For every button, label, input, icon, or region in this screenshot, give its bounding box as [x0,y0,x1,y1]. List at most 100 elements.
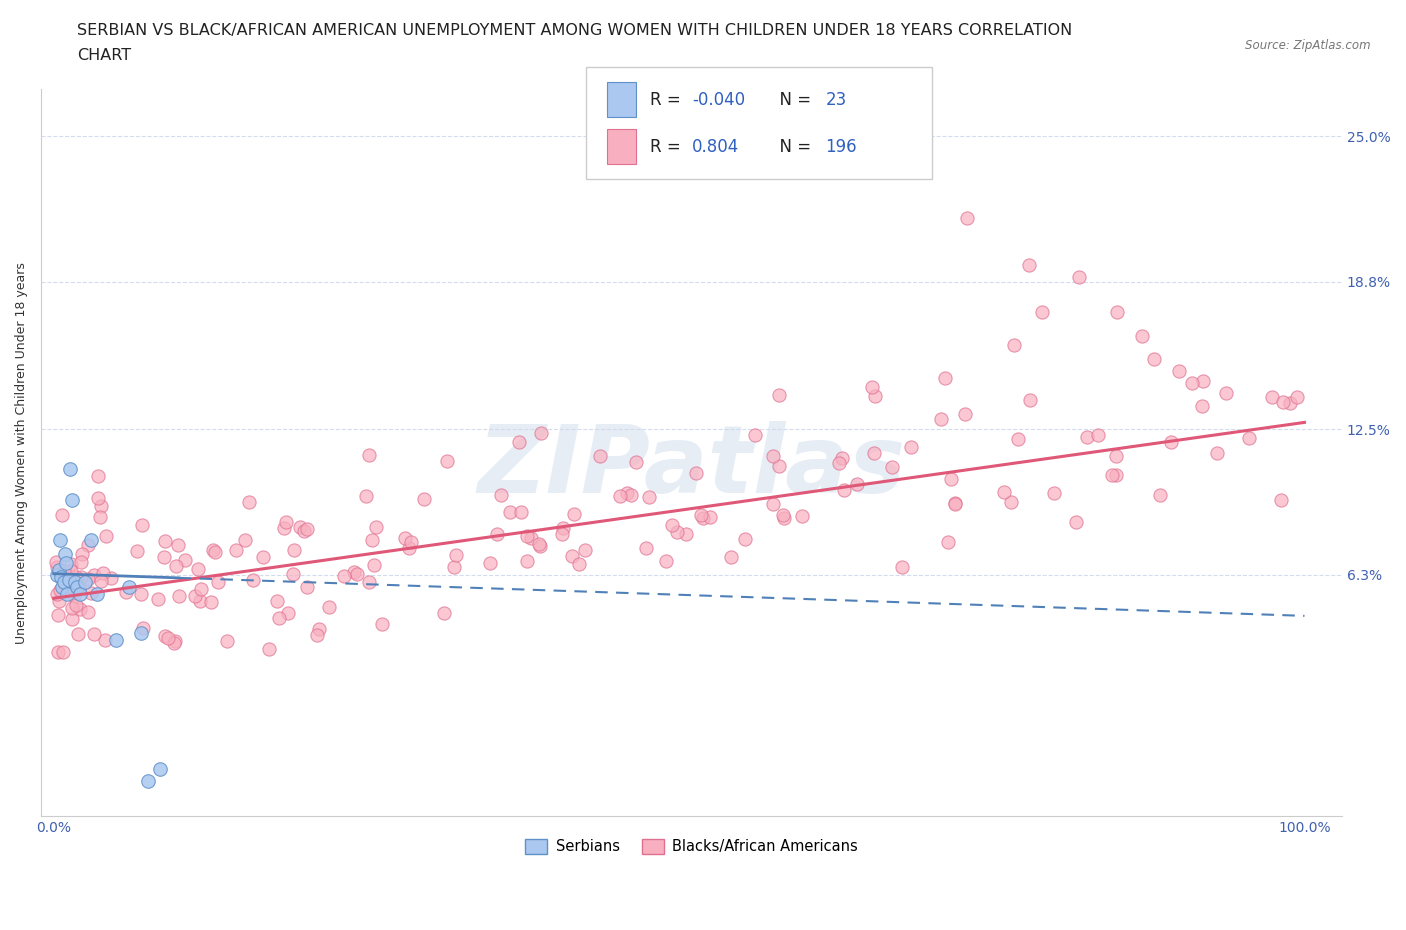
Point [52,644,75,659]
Point [86,586,108,601]
Point [69,570,91,585]
Point [65,598,87,613]
Text: N =: N = [769,138,817,155]
Point [433,605,456,620]
Point [934,370,956,385]
Point [768,388,790,403]
Point [51,570,73,585]
Point [90,498,112,513]
Point [80,532,103,547]
Point [48,563,70,578]
Point [58,572,80,587]
Point [83,567,105,582]
Point [831,451,853,466]
Point [561,549,583,564]
Point [297,579,319,594]
Point [53,564,76,578]
Point [363,557,385,572]
Point [945,497,967,512]
Point [485,526,508,541]
Point [413,491,436,506]
Point [768,458,790,473]
Point [1168,364,1191,379]
Point [307,628,329,643]
Point [114,584,136,599]
Point [436,454,458,469]
Point [238,495,260,510]
Point [69,586,91,601]
Point [90,574,112,589]
Point [527,537,550,551]
Point [499,504,522,519]
Point [357,575,380,590]
Point [685,466,707,481]
Point [100,571,122,586]
Point [51,507,73,522]
Point [56,586,79,601]
Point [900,439,922,454]
Point [1270,493,1292,508]
Point [51,579,73,594]
Point [63,589,86,604]
Text: Source: ZipAtlas.com: Source: ZipAtlas.com [1246,39,1371,52]
Point [73,575,96,590]
Point [354,488,377,503]
Point [692,511,714,525]
Point [308,621,330,636]
Point [167,589,190,604]
Point [188,593,211,608]
Point [166,538,188,552]
Point [266,594,288,609]
Text: R =: R = [650,91,686,109]
Point [131,518,153,533]
Point [87,491,110,506]
Point [773,511,796,525]
Legend: Serbians, Blacks/African Americans: Serbians, Blacks/African Americans [519,833,863,860]
Point [49,532,72,547]
Point [53,581,76,596]
Point [1271,394,1294,409]
Y-axis label: Unemployment Among Women with Children Under 18 years: Unemployment Among Women with Children U… [15,262,28,644]
Point [1104,448,1126,463]
Point [105,633,128,648]
Point [157,631,180,645]
Point [318,599,340,614]
Point [66,579,89,594]
Point [187,561,209,576]
Point [1018,258,1040,272]
Point [252,550,274,565]
Point [153,550,176,565]
Point [163,636,186,651]
Point [165,558,187,573]
Point [129,626,152,641]
Point [46,608,69,623]
Point [624,455,647,470]
Point [184,589,207,604]
Point [1076,430,1098,445]
Point [929,411,952,426]
Point [48,593,70,608]
Point [225,542,247,557]
Point [1000,495,1022,510]
Point [283,542,305,557]
Text: N =: N = [769,91,817,109]
Point [574,542,596,557]
Point [70,554,93,569]
Point [273,520,295,535]
Point [734,532,756,547]
Point [132,620,155,635]
Point [1087,428,1109,443]
Point [1069,270,1091,285]
Point [1101,467,1123,482]
Point [70,547,93,562]
Point [1143,352,1166,366]
Point [880,459,903,474]
Point [508,434,530,449]
Point [46,567,69,582]
Point [1206,445,1229,460]
Point [1007,432,1029,447]
Point [155,629,177,644]
Point [242,573,264,588]
Point [60,601,83,616]
Point [89,509,111,524]
